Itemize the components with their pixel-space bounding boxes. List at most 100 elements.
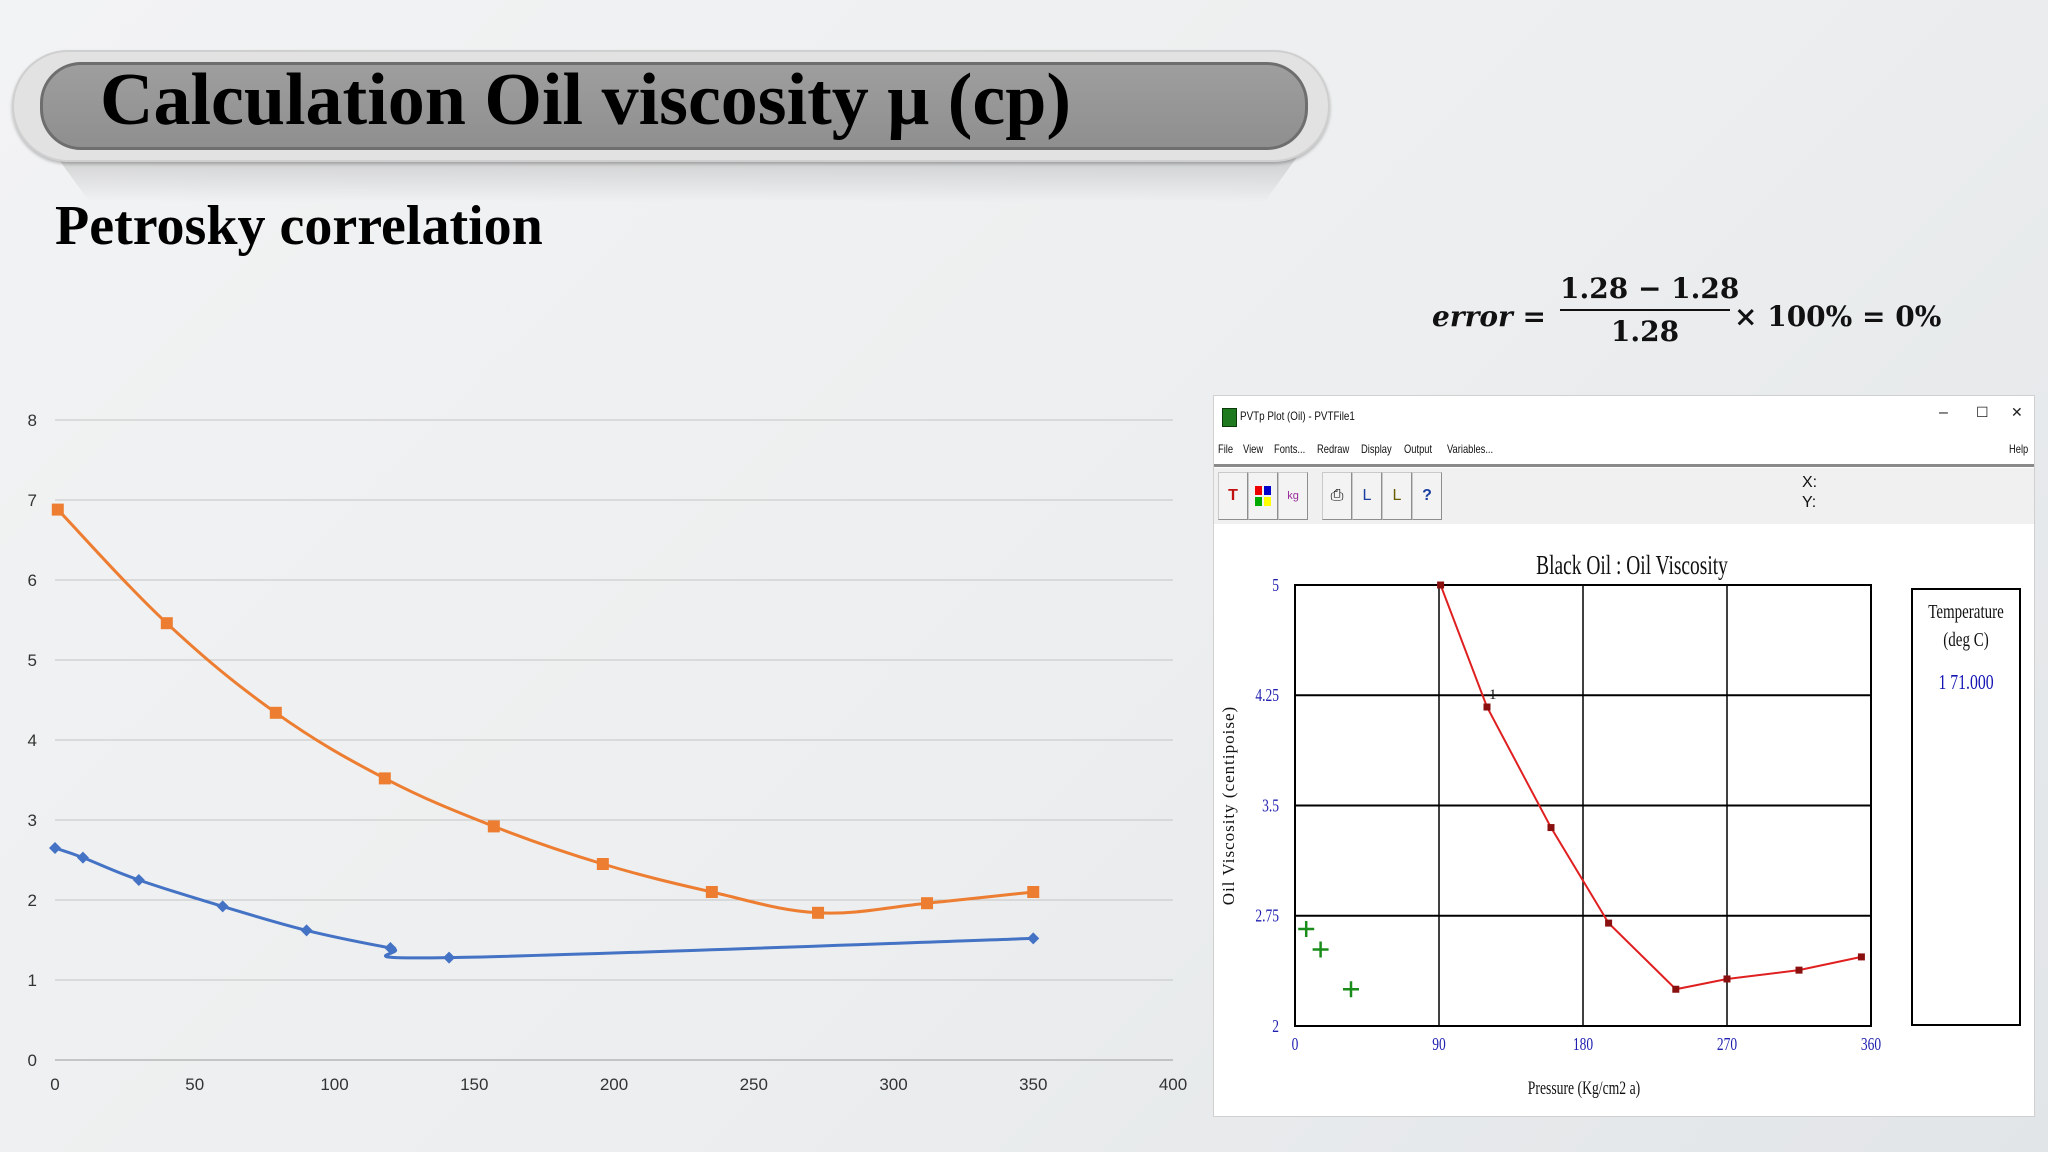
x-tick-label: 250 (740, 1075, 768, 1094)
point-label: 1 (1489, 687, 1497, 703)
measured-point (1343, 981, 1359, 998)
menu-view[interactable]: View (1243, 442, 1264, 456)
legend-title: Temperature (deg C) (1928, 601, 2004, 651)
x-tick-label: 180 (1573, 1035, 1593, 1054)
menu-output[interactable]: Output (1404, 442, 1433, 456)
x-tick-label: 90 (1432, 1035, 1446, 1054)
data-point (384, 942, 397, 954)
data-point (269, 706, 282, 719)
data-point (1027, 886, 1040, 898)
menu-display[interactable]: Display (1361, 442, 1392, 456)
data-point (216, 900, 229, 913)
formula-denominator: 1.28 (1610, 315, 1680, 348)
data-point (160, 617, 173, 630)
y-tick-label: 2.75 (1255, 907, 1279, 926)
data-point (1672, 985, 1680, 993)
legend-value: 1 71.000 (1938, 670, 1994, 694)
formula-numerator: 1.28 − 1.28 (1560, 272, 1740, 305)
y-tick-label: 2 (28, 891, 37, 910)
y-tick-label: 8 (28, 411, 37, 430)
data-point (487, 820, 500, 833)
pvtp-plot-window: PVTp Plot (Oil) - PVTFile1 – ☐ ✕ File Vi… (1213, 395, 2035, 1117)
y-tick-label: 0 (28, 1051, 37, 1070)
formula-rhs: × 100% = 0% (1734, 300, 1942, 333)
data-point (76, 851, 89, 864)
axis-icon[interactable]: L (1382, 472, 1412, 520)
data-point (921, 897, 934, 910)
y-tick-label: 7 (28, 491, 37, 510)
data-point (1723, 975, 1731, 983)
data-point (1795, 966, 1803, 974)
window-title: PVTp Plot (Oil) - PVTFile1 (1240, 409, 1355, 423)
y-tick-label: 3 (28, 811, 37, 830)
formula-fraction: 1.28 − 1.28 1.28 (1560, 272, 1740, 348)
data-point (596, 858, 609, 870)
formula-lhs: error = (1432, 300, 1546, 333)
x-tick-label: 300 (879, 1075, 907, 1094)
y-tick-label: 5 (1272, 576, 1279, 595)
data-point (378, 772, 391, 785)
y-tick-label: 4 (28, 731, 37, 750)
measured-point (1312, 941, 1329, 958)
data-point (132, 874, 145, 886)
x-tick-label: 0 (1292, 1035, 1299, 1054)
x-axis-label: Pressure (Kg/cm2 a) (1528, 1077, 1640, 1099)
data-point (1027, 932, 1040, 945)
x-tick-label: 100 (320, 1075, 348, 1094)
menu-redraw[interactable]: Redraw (1317, 442, 1350, 456)
color-palette-icon[interactable] (1248, 472, 1278, 520)
data-point (1605, 919, 1613, 927)
menu-fonts[interactable]: Fonts... (1274, 442, 1306, 456)
cursor-y-label: Y: (1802, 494, 1817, 511)
data-point (51, 503, 64, 516)
series-line-1 (54, 846, 1034, 960)
title-banner-inner (40, 62, 1308, 150)
data-point (1857, 953, 1865, 961)
data-point (300, 924, 313, 937)
x-tick-label: 360 (1861, 1035, 1881, 1054)
measured-point (1298, 920, 1315, 937)
y-tick-label: 5 (28, 651, 37, 670)
series-line-2 (56, 508, 1034, 915)
y-tick-label: 1 (28, 971, 37, 990)
data-point (705, 886, 718, 898)
y-tick-label: 3.5 (1262, 797, 1279, 816)
x-tick-label: 200 (600, 1075, 628, 1094)
app-icon (1222, 408, 1237, 427)
pvt-viscosity-plot: 0 90 180 270 360 2 2.75 3.5 4.25 5 Black Oil : Oil… (1219, 551, 1881, 1099)
maximize-button[interactable]: ☐ (1976, 404, 1989, 420)
y-tick-label: 4.25 (1255, 687, 1279, 706)
y-tick-label: 6 (28, 571, 37, 590)
data-point (1547, 824, 1555, 832)
x-tick-label: 350 (1019, 1075, 1047, 1094)
menu-separator (1214, 464, 2034, 467)
minimize-button[interactable]: – (1939, 404, 1948, 421)
x-tick-label: 400 (1159, 1075, 1187, 1094)
y-axis-label: Oil Viscosity (centipoise) (1219, 706, 1238, 905)
slide-title: Calculation Oil viscosity μ (cp) (100, 59, 1072, 141)
x-tick-label: 150 (460, 1075, 488, 1094)
data-point (812, 906, 825, 919)
data-point (49, 842, 61, 854)
close-button[interactable]: ✕ (2011, 404, 2023, 420)
menu-variables[interactable]: Variables... (1447, 442, 1494, 456)
data-point (1437, 581, 1445, 589)
window-titlebar[interactable]: PVTp Plot (Oil) - PVTFile1 – ☐ ✕ (1214, 396, 2034, 430)
slide-subtitle: Petrosky correlation (55, 195, 543, 257)
text-tool-icon[interactable]: T (1218, 472, 1248, 520)
units-icon[interactable]: kg (1278, 472, 1308, 520)
axes-scale-icon[interactable]: L (1352, 472, 1382, 520)
y-tick-label: 2 (1272, 1017, 1279, 1036)
menu-file[interactable]: File (1218, 442, 1234, 456)
viscosity-line-chart: 0 1 2 3 4 5 6 7 8 0 50 100 150 200 250 300 350 400 (28, 411, 1188, 1094)
x-tick-label: 50 (185, 1075, 204, 1094)
help-icon[interactable]: ? (1412, 472, 1442, 520)
data-point (1483, 703, 1491, 711)
cursor-x-label: X: (1802, 474, 1818, 491)
x-tick-label: 0 (50, 1075, 59, 1094)
print-icon[interactable]: ⎙ (1322, 472, 1352, 520)
x-tick-label: 270 (1717, 1035, 1737, 1054)
menu-help[interactable]: Help (2009, 442, 2029, 456)
fraction-bar (1560, 309, 1730, 311)
data-point (443, 951, 456, 964)
